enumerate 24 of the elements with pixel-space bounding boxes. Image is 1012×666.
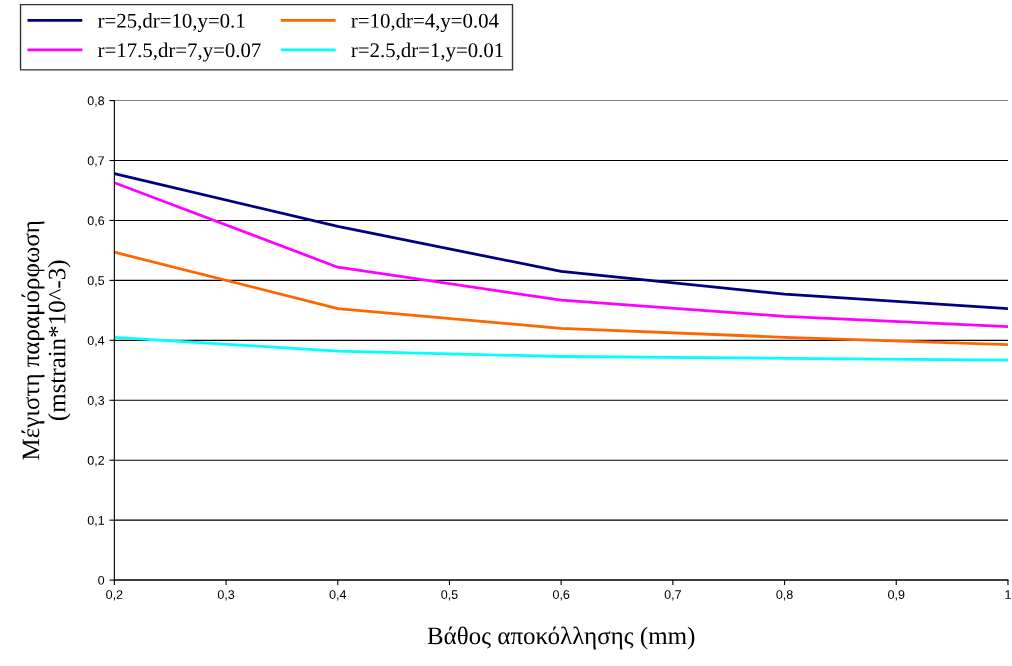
x-tick-label: 1 <box>1005 590 1011 599</box>
y-tick-label: 0,6 <box>87 216 105 227</box>
x-tick-label: 0,8 <box>776 590 793 601</box>
y-tick-label: 0,5 <box>87 276 105 287</box>
x-tick-label: 0,7 <box>664 590 681 601</box>
y-tick-label: 0,3 <box>87 396 105 407</box>
x-tick-label: 0,9 <box>888 590 905 601</box>
legend-label: r=10,dr=4,y=0.04 <box>351 13 499 33</box>
y-tick-label: 0 <box>98 575 105 585</box>
legend-label: r=25,dr=10,y=0.1 <box>98 13 245 33</box>
x-tick-label: 0,5 <box>441 590 458 601</box>
legend-label: r=2.5,dr=1,y=0.01 <box>351 42 503 62</box>
y-tick-label: 0,2 <box>87 456 105 467</box>
x-axis-title: Βάθος αποκόλλησης (mm) <box>427 626 695 650</box>
x-tick-label: 0,3 <box>217 590 235 601</box>
legend-label: r=17.5,dr=7,y=0.07 <box>98 42 261 62</box>
y-tick-label: 0,4 <box>87 336 105 347</box>
y-tick-label: 0,7 <box>87 156 105 167</box>
x-tick-label: 0,6 <box>552 590 570 601</box>
x-tick-label: 0,4 <box>329 590 347 601</box>
x-tick-label: 0,2 <box>106 590 123 601</box>
y-tick-label: 0,8 <box>87 96 105 107</box>
y-axis-title: Μέγιστη παραμόρφωση (mstrain*10^-3) <box>21 221 71 460</box>
y-tick-label: 0,1 <box>87 515 105 527</box>
